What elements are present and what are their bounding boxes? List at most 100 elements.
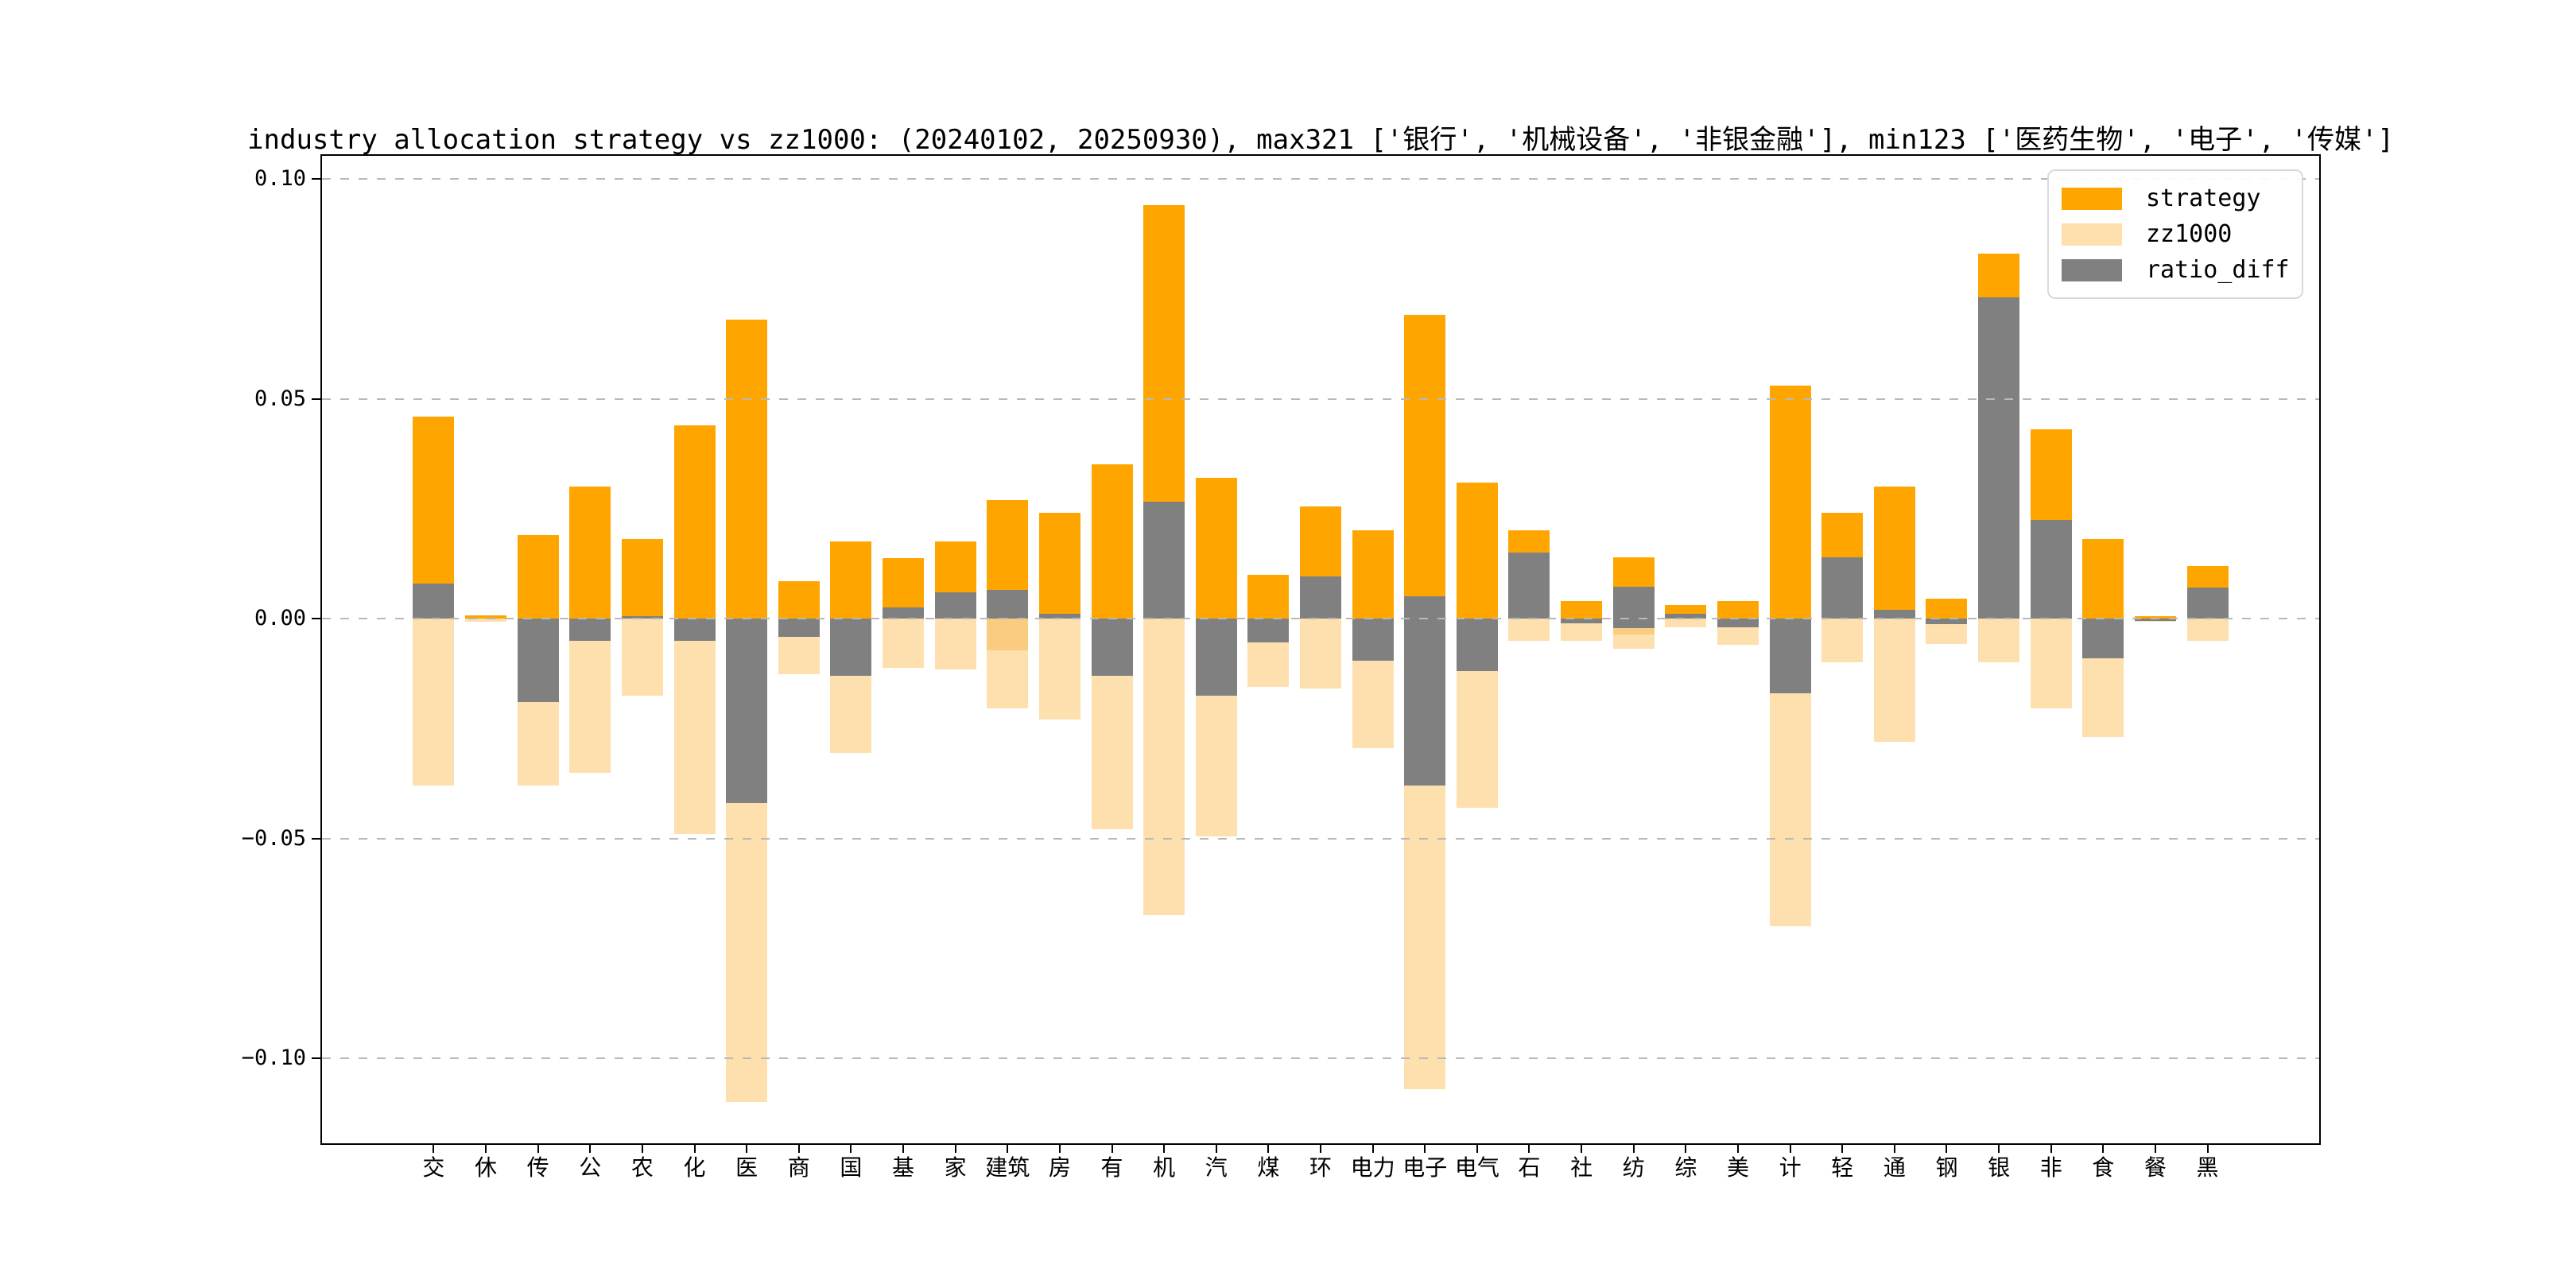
x-tick-label: 美 [1726, 1154, 1749, 1181]
bar-ratio-diff [1717, 619, 1759, 628]
bar-ratio-diff [1926, 619, 1968, 625]
bar-zz1000-dark [1612, 627, 1655, 635]
bar-ratio-diff [1352, 619, 1394, 661]
legend-item-zz1000: zz1000 [2062, 216, 2302, 252]
bar-ratio-diff [1091, 619, 1133, 676]
x-axis-tick [1893, 1143, 1895, 1153]
y-tick-label: −0.05 [241, 825, 306, 851]
bar-ratio-diff [621, 616, 663, 619]
x-tick-label: 综 [1674, 1154, 1697, 1181]
y-axis-tick [312, 178, 321, 180]
bar-strategy [1091, 464, 1133, 619]
bar-ratio-diff [1404, 596, 1446, 786]
bar-ratio-diff [1247, 619, 1290, 643]
bar-strategy [569, 487, 611, 619]
x-axis-tick [589, 1143, 592, 1153]
chart-title: industry allocation strategy vs zz1000: … [247, 124, 2394, 156]
bar-ratio-diff [2134, 619, 2176, 621]
x-axis-tick [1685, 1143, 1687, 1153]
bar-zz1000 [2030, 619, 2072, 709]
x-tick-label: 汽 [1205, 1154, 1228, 1181]
x-axis-tick [1163, 1143, 1166, 1153]
bar-zz1000 [621, 619, 663, 696]
x-tick-label: 农 [630, 1154, 654, 1181]
bar-ratio-diff [1300, 576, 1341, 619]
bar-zz1000 [1978, 619, 2020, 663]
bar-strategy [673, 425, 716, 619]
bar-ratio-diff [1508, 553, 1550, 619]
x-axis-tick [537, 1143, 539, 1153]
x-axis-tick [1789, 1143, 1791, 1153]
x-tick-label: 电力 [1350, 1154, 1395, 1181]
gridline [322, 1057, 2319, 1059]
x-axis-tick [641, 1143, 643, 1153]
legend-item-ratio-diff: ratio_diff [2062, 252, 2302, 288]
legend-swatch-ratio-diff [2062, 258, 2122, 281]
bar-ratio-diff [1038, 614, 1080, 619]
x-tick-label: 建筑 [985, 1154, 1030, 1181]
x-tick-label: 交 [422, 1154, 445, 1181]
bar-strategy [1404, 315, 1446, 619]
bar-strategy [1561, 600, 1603, 619]
bar-zz1000 [1143, 619, 1185, 916]
bar-ratio-diff [1612, 587, 1655, 628]
bar-zz1000 [1508, 619, 1550, 641]
bar-ratio-diff [883, 607, 925, 619]
y-axis-tick [312, 618, 321, 619]
bar-strategy [726, 319, 768, 619]
legend-item-strategy: strategy [2062, 180, 2302, 216]
x-tick-label: 休 [475, 1154, 498, 1181]
x-axis-tick [1581, 1143, 1583, 1153]
bar-strategy [621, 539, 663, 619]
bar-ratio-diff [2082, 619, 2124, 658]
x-tick-label: 有 [1100, 1154, 1123, 1181]
x-tick-label: 化 [683, 1154, 706, 1181]
x-tick-label: 餐 [2143, 1154, 2167, 1181]
bar-ratio-diff [830, 619, 872, 676]
x-axis-tick [954, 1143, 956, 1153]
x-tick-label: 社 [1570, 1154, 1593, 1181]
x-axis-tick [2206, 1143, 2209, 1153]
bar-ratio-diff [778, 619, 820, 638]
y-axis-tick [312, 1057, 321, 1059]
x-tick-label: 机 [1153, 1154, 1176, 1181]
bar-ratio-diff [1769, 619, 1811, 693]
legend-label: strategy [2146, 184, 2261, 212]
x-tick-label: 煤 [1257, 1154, 1280, 1181]
y-tick-label: −0.10 [241, 1046, 306, 1070]
x-tick-label: 食 [2092, 1154, 2115, 1181]
x-axis-tick [1946, 1143, 1948, 1153]
bar-zz1000 [1873, 619, 1915, 742]
legend-label: zz1000 [2146, 220, 2233, 248]
bar-strategy [517, 534, 559, 619]
bar-zz1000 [1300, 619, 1341, 689]
gridline [322, 398, 2319, 400]
bar-ratio-diff [1143, 502, 1185, 619]
bar-strategy [1195, 478, 1237, 619]
x-tick-label: 国 [840, 1154, 863, 1181]
bar-strategy [465, 615, 507, 619]
bar-zz1000-dark [987, 619, 1029, 650]
bar-zz1000 [1665, 619, 1707, 628]
x-tick-label: 纺 [1622, 1154, 1645, 1181]
x-axis-tick [2154, 1143, 2156, 1153]
x-axis-tick [902, 1143, 905, 1153]
x-tick-label: 传 [526, 1154, 549, 1181]
x-axis-tick [1007, 1143, 1009, 1153]
bar-ratio-diff [1195, 619, 1237, 696]
y-tick-label: 0.00 [254, 606, 306, 630]
x-axis-tick [1736, 1143, 1739, 1153]
x-axis-tick [693, 1143, 696, 1153]
x-axis-tick [2102, 1143, 2105, 1153]
x-tick-label: 通 [1883, 1154, 1906, 1181]
x-axis-tick [2050, 1143, 2052, 1153]
x-axis-tick [485, 1143, 487, 1153]
bar-ratio-diff [726, 619, 768, 804]
x-tick-label: 计 [1779, 1154, 1802, 1181]
bar-ratio-diff [1873, 609, 1915, 619]
bar-ratio-diff [1821, 557, 1864, 619]
bar-ratio-diff [987, 590, 1029, 619]
bar-zz1000 [934, 619, 976, 669]
bar-ratio-diff [2186, 588, 2229, 619]
bar-ratio-diff [673, 619, 716, 641]
